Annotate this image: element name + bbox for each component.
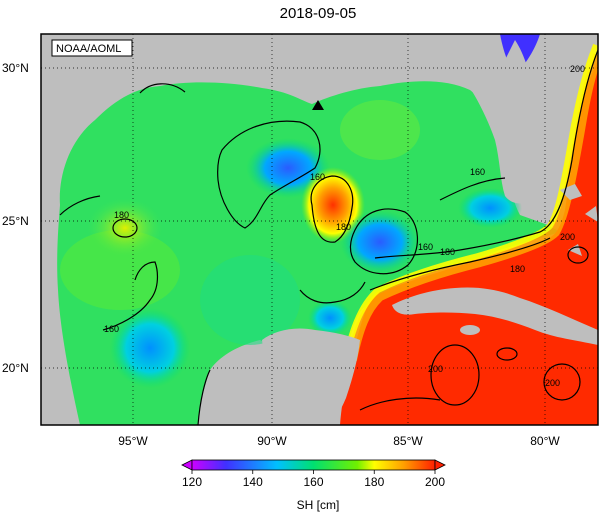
colorbar-bar (191, 459, 436, 471)
contour-label: 160 (310, 172, 325, 182)
contour-label: 160 (418, 242, 433, 252)
lat-tick-label: 20°N (2, 361, 29, 375)
bahamas-land (560, 184, 598, 256)
high-eddy-west (87, 198, 163, 258)
colorbar-tick-label: 180 (364, 475, 384, 489)
florida-land (470, 40, 550, 204)
colorbar-tick-label: 140 (243, 475, 263, 489)
cuba-land (392, 287, 598, 345)
map-area: 160 180 160 180 160 180 200 200 200 200 … (41, 34, 598, 425)
low-eddy-east (458, 188, 522, 228)
map-title: 2018-09-05 (280, 5, 357, 22)
colorbar: 120 140 160 180 200 SH [cm] (181, 459, 446, 512)
contour-label: 180 (114, 210, 129, 220)
lat-tick-label: 25°N (2, 214, 29, 228)
low-eddy-southwest (110, 308, 190, 388)
contour-label: 180 (440, 247, 455, 257)
contour-label: 200 (545, 378, 560, 388)
caribbean-water (340, 60, 598, 425)
lon-tick-label: 80°W (530, 434, 560, 448)
colorbar-tick-label: 200 (425, 475, 445, 489)
lat-tick-label: 30°N (2, 61, 29, 75)
source-label: NOAA/AOML (56, 43, 121, 55)
island-land (460, 325, 480, 335)
colorbar-tick-label: 120 (182, 475, 202, 489)
contour-label: 200 (560, 232, 575, 242)
colorbar-tick-label: 160 (303, 475, 323, 489)
contour-labels: 160 180 160 180 160 180 200 200 200 200 … (104, 64, 585, 388)
lon-tick-label: 85°W (393, 434, 423, 448)
low-eddy-south (308, 300, 352, 336)
graticule (41, 34, 598, 425)
contour-label: 160 (470, 167, 485, 177)
colorbar-label: SH [cm] (297, 498, 340, 512)
loop-current-yellow-band (342, 43, 598, 366)
contour-label: 180 (510, 264, 525, 274)
green-patch (200, 255, 300, 345)
colorbar-low-arrow (181, 459, 193, 471)
source-label-box (51, 39, 133, 57)
contour-lines (59, 49, 598, 425)
contour-label: 200 (428, 364, 443, 374)
green-patch (340, 100, 420, 160)
colorbar-high-arrow (434, 459, 446, 471)
lon-tick-label: 95°W (118, 434, 148, 448)
map-frame (40, 33, 599, 426)
lon-tick-label: 90°W (257, 434, 287, 448)
contour-label: 200 (570, 64, 585, 74)
low-eddy-center (340, 210, 420, 274)
yucatan-land (262, 328, 360, 425)
station-triangle-icon (312, 100, 324, 110)
contour-label: 160 (104, 324, 119, 334)
contour-label: 180 (336, 222, 351, 232)
